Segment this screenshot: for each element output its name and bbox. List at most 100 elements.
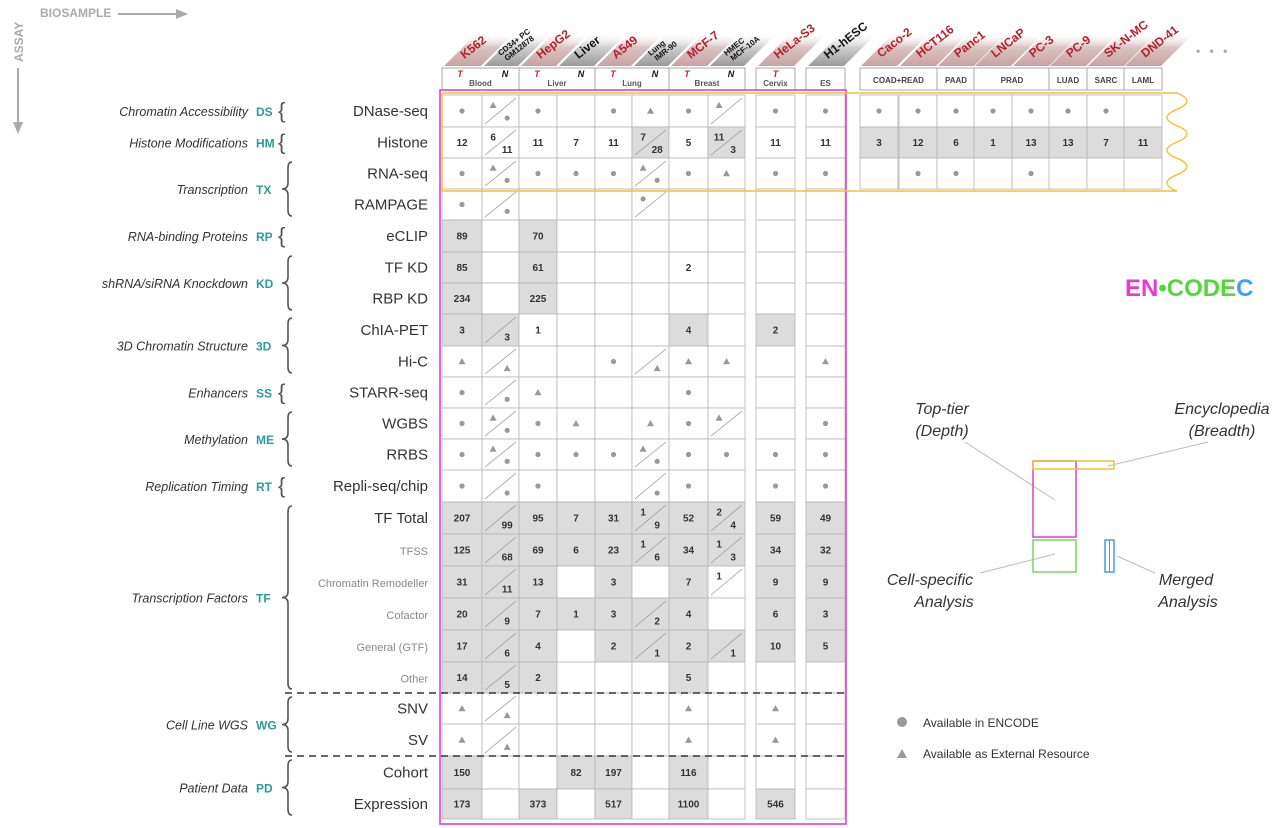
cell-count: 11	[533, 138, 544, 149]
cell-histone-6: 5	[668, 126, 709, 159]
row-label-dnase-seq: DNase-seq	[353, 103, 428, 120]
merged-label: Merged Analysis	[1157, 572, 1218, 611]
category-code: WG	[256, 719, 277, 733]
cell-tf-kd-9	[805, 251, 846, 284]
available-dot-icon	[535, 451, 541, 458]
tissue-label: Breast	[695, 79, 720, 88]
cell-tf-kd-6: 2	[668, 251, 709, 284]
cell-snv-6	[668, 692, 709, 725]
cell-cofactor-2: 7	[518, 597, 558, 631]
cell-count: 9	[654, 521, 660, 532]
category-name: Replication Timing	[145, 480, 248, 494]
cell-count: 2	[654, 617, 660, 628]
cell-starr-seq-6	[668, 376, 709, 409]
schematic: Top-tier (Depth) Encyclopedia (Breadth) Ce…	[887, 401, 1270, 611]
external-triangle-icon	[489, 414, 497, 421]
available-dot-icon	[822, 420, 829, 427]
cell-count: 11	[502, 585, 513, 596]
cell-count: 23	[608, 546, 620, 557]
cell-rrbs-9	[805, 438, 846, 471]
category-shrna-sirna-knockdown: shRNA/siRNA Knockdown KD	[102, 255, 293, 311]
category-transcription: Transcription TX	[177, 161, 293, 217]
category-3d-chromatin-structure: 3D Chromatin Structure 3D	[117, 317, 293, 374]
cell-rbp-kd-8	[755, 282, 796, 315]
extra-cell-rna-seq-5	[1048, 157, 1088, 190]
cell-hi-c-7	[707, 345, 746, 378]
cell-count: 3	[611, 610, 617, 621]
cell-rna-seq-4	[594, 157, 633, 190]
cell-sv-2	[518, 723, 558, 757]
encodec-logo: EN•CODEC	[1125, 275, 1253, 302]
extra-cell-dnase-seq-2	[936, 94, 976, 128]
cell-hi-c-3	[556, 345, 596, 378]
cell-count: 6	[773, 610, 779, 621]
tumor-type-label: LUAD	[1057, 76, 1079, 85]
cell-count: 3	[459, 326, 465, 337]
cell-expression-8: 546	[755, 788, 796, 820]
cell-count: 6	[654, 553, 660, 564]
cell-other-5	[631, 661, 670, 694]
cell-count: 6	[573, 546, 579, 557]
cell-histone-7: 11 3	[707, 126, 746, 159]
cell-count: 1	[573, 610, 579, 621]
tumor-type-sarc: SARC	[1086, 67, 1126, 91]
cell-rbp-kd-3	[556, 282, 596, 315]
row-label-rbp-kd: RBP KD	[372, 291, 428, 308]
cell-rna-seq-0	[441, 157, 483, 190]
cell-histone-4: 11	[594, 126, 633, 159]
cell-chia-pet-5	[631, 313, 670, 347]
external-triangle-icon	[647, 107, 654, 114]
cell-wgbs-6	[668, 407, 709, 440]
cell-chia-pet-9	[805, 313, 846, 347]
cell-starr-seq-4	[594, 376, 633, 409]
cell-snv-9	[805, 692, 846, 725]
cell-count: 9	[773, 578, 779, 589]
cell-histone-3: 7	[556, 126, 596, 159]
more-columns-ellipsis: • • •	[1196, 44, 1230, 58]
category-name: Methylation	[184, 433, 248, 447]
cell-count: 70	[532, 232, 544, 243]
cell-sv-5	[631, 723, 670, 757]
header-band	[521, 32, 590, 66]
cell-count: 99	[502, 521, 514, 532]
available-dot-icon	[573, 170, 579, 177]
external-triangle-icon	[685, 358, 692, 365]
available-dot-icon	[459, 170, 465, 177]
cell-rbp-kd-1	[481, 282, 520, 315]
cell-starr-seq-3	[556, 376, 596, 409]
cell-count: 14	[456, 673, 468, 684]
available-dot-icon	[723, 451, 730, 458]
cell-dnase-seq-3	[556, 94, 596, 128]
cell-rna-seq-9	[805, 157, 846, 190]
cell-other-4	[594, 661, 633, 694]
row-label-eclip: eCLIP	[386, 228, 428, 245]
available-dot-icon	[822, 108, 829, 114]
extra-cell-histone-7: 11	[1123, 126, 1163, 159]
available-dot-icon	[772, 108, 779, 114]
cell-starr-seq-1	[481, 376, 520, 409]
cell-specific-box	[1032, 539, 1077, 573]
cell-sv-3	[556, 723, 596, 757]
cell-rrbs-7	[707, 438, 746, 471]
available-dot-icon	[504, 396, 510, 402]
row-label-general-gtf: General (GTF)	[356, 642, 428, 654]
cell-rrbs-5	[631, 438, 670, 471]
category-code: SS	[256, 387, 272, 401]
tissue-label: Liver	[547, 79, 566, 88]
available-dot-icon	[685, 170, 692, 177]
cell-wgbs-3	[556, 407, 596, 440]
category-code: 3D	[256, 340, 272, 354]
logo-dot: •	[1158, 275, 1166, 302]
cell-rampage-6	[668, 188, 709, 221]
tumor-type-label: COAD+READ	[873, 76, 924, 85]
cell-expression-1	[481, 788, 520, 820]
available-dot-icon	[654, 177, 660, 183]
cell-eclip-1	[481, 219, 520, 253]
extra-cell-histone-1: 12	[898, 126, 938, 159]
category-name: Chromatin Accessibility	[119, 105, 248, 119]
tumor-marker: T	[773, 69, 780, 79]
cell-cohort-7	[707, 755, 746, 790]
cell-snv-0	[441, 692, 483, 725]
available-dot-icon	[685, 420, 692, 427]
header-band	[1050, 32, 1120, 66]
